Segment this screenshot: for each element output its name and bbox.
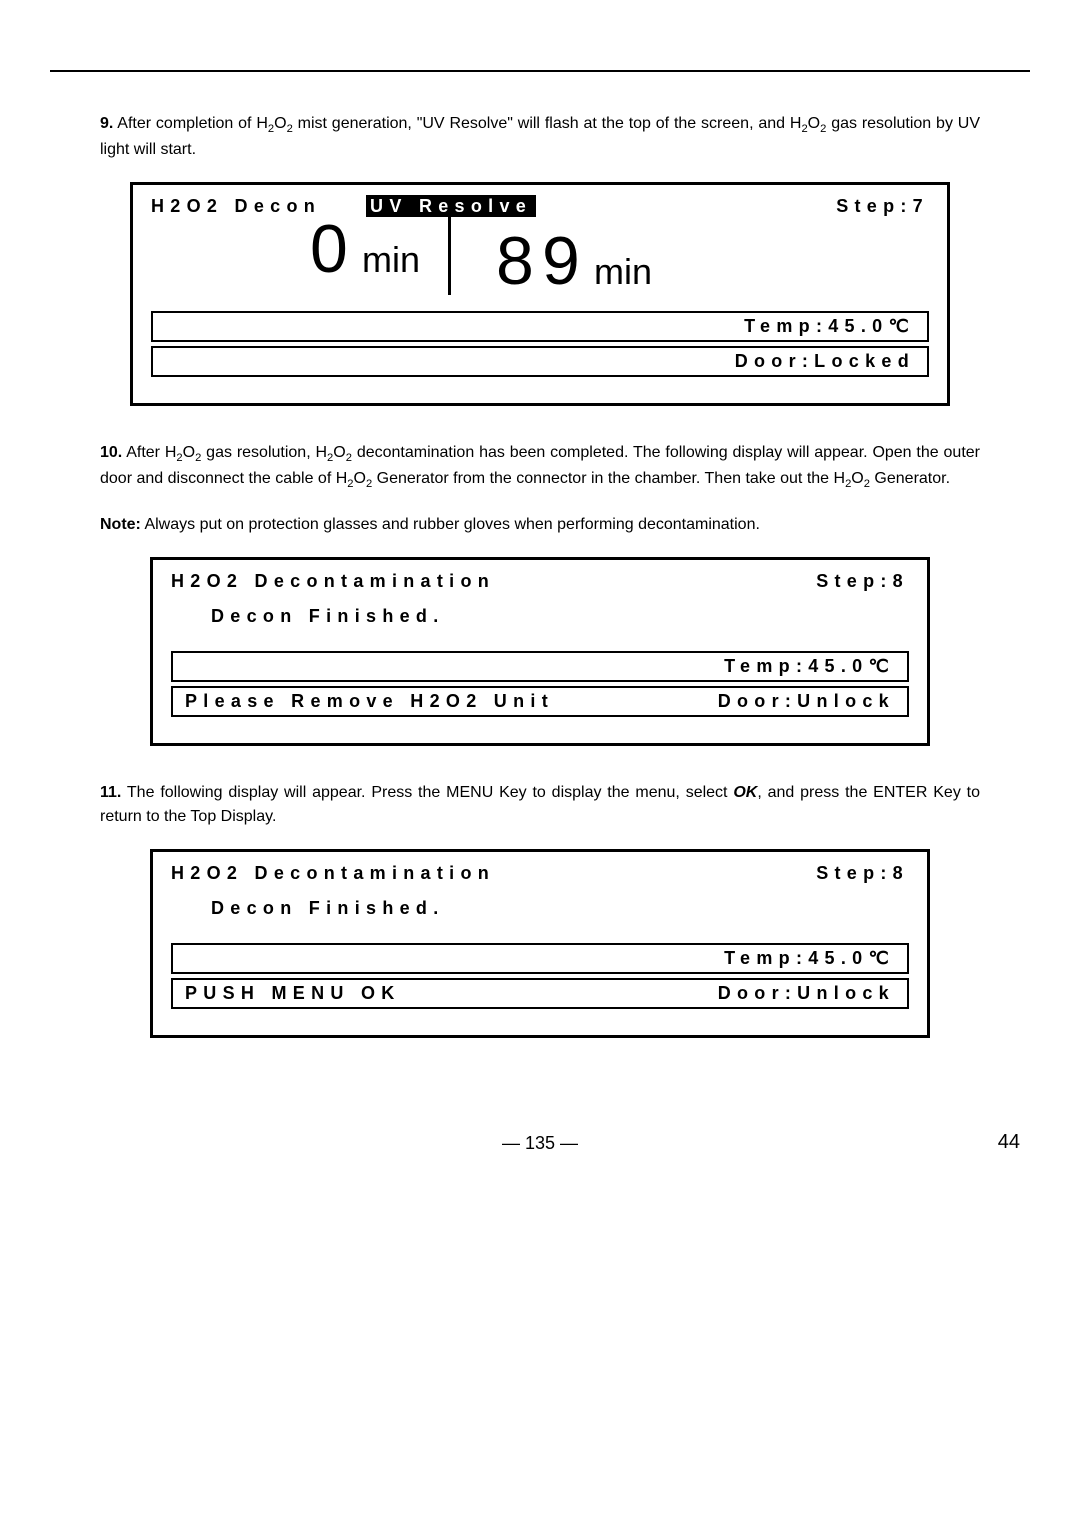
lcd1-left-unit: min <box>362 242 420 278</box>
lcd2-status2: Please Remove H2O2 Unit Door:Unlock <box>171 686 909 717</box>
lcd1-time-right: 89 min <box>451 227 652 295</box>
note-label: Note: <box>100 516 141 533</box>
step11-text-a: The following display will appear. Press… <box>121 784 733 801</box>
lcd1-status1: Temp:45.0℃ <box>151 311 929 342</box>
lcd2-header: H2O2 Decontamination Step:8 <box>153 568 927 596</box>
page-content: 9. After completion of H2O2 mist generat… <box>0 72 1080 1093</box>
step11-number: 11. <box>100 784 121 801</box>
page-footer: ― 135 ― 44 <box>0 1093 1080 1174</box>
lcd3-header-right: Step:8 <box>816 863 909 884</box>
step9-paragraph: 9. After completion of H2O2 mist generat… <box>100 112 980 162</box>
sub-2c: 2 <box>801 123 807 135</box>
lcd1-status2-right: Door:Locked <box>735 351 915 372</box>
lcd2-main-text: Decon Finished. <box>171 606 909 627</box>
step10-paragraph: 10. After H2O2 gas resolution, H2O2 deco… <box>100 441 980 493</box>
lcd2-status1-right: Temp:45.0℃ <box>724 656 895 677</box>
footer-center: ― 135 ― <box>502 1133 578 1153</box>
lcd1-status2: Door:Locked <box>151 346 929 377</box>
lcd1-left-digit: 0 <box>310 215 356 283</box>
lcd1-time-left: 0 min <box>151 215 451 295</box>
lcd1-header-right: Step:7 <box>836 196 929 217</box>
lcd1-time-row: 0 min 89 min <box>133 215 947 307</box>
step10-note: Note: Always put on protection glasses a… <box>100 513 980 537</box>
step9-number: 9. <box>100 115 113 132</box>
step10-number: 10. <box>100 444 122 461</box>
lcd3-status1-right: Temp:45.0℃ <box>724 948 895 969</box>
step11-ok: OK <box>733 784 757 801</box>
lcd3-status2-left: PUSH MENU OK <box>185 983 401 1004</box>
step11-paragraph: 11. The following display will appear. P… <box>100 781 980 829</box>
lcd2-main: Decon Finished. <box>153 596 927 647</box>
lcd-display-2: H2O2 Decontamination Step:8 Decon Finish… <box>150 557 930 746</box>
step10-text-b: gas resolution, H <box>201 444 327 461</box>
lcd1-right-digit: 89 <box>496 227 588 295</box>
footer-right: 44 <box>998 1131 1020 1154</box>
lcd2-status2-left: Please Remove H2O2 Unit <box>185 691 554 712</box>
lcd3-status2: PUSH MENU OK Door:Unlock <box>171 978 909 1009</box>
lcd3-main: Decon Finished. <box>153 888 927 939</box>
lcd-display-1: H2O2 Decon UV Resolve Step:7 0 min 89 mi… <box>130 182 950 406</box>
lcd1-status1-right: Temp:45.0℃ <box>744 316 915 337</box>
step10-text-d: Generator from the connector in the cham… <box>372 470 845 487</box>
lcd3-status2-right: Door:Unlock <box>718 983 895 1004</box>
lcd-display-3: H2O2 Decontamination Step:8 Decon Finish… <box>150 849 930 1038</box>
lcd2-header-left: H2O2 Decontamination <box>171 571 495 592</box>
lcd2-status1: Temp:45.0℃ <box>171 651 909 682</box>
lcd2-header-right: Step:8 <box>816 571 909 592</box>
lcd1-right-unit: min <box>594 254 652 290</box>
lcd3-status1: Temp:45.0℃ <box>171 943 909 974</box>
note-text: Always put on protection glasses and rub… <box>141 516 760 533</box>
step9-text-b: mist generation, "UV Resolve" will flash… <box>293 115 802 132</box>
lcd2-status2-right: Door:Unlock <box>718 691 895 712</box>
step10-text-a: After H <box>122 444 176 461</box>
step10-text-e: Generator. <box>870 470 950 487</box>
step9-text-a: After completion of H <box>113 115 268 132</box>
lcd3-header: H2O2 Decontamination Step:8 <box>153 860 927 888</box>
sub-2: 2 <box>268 123 274 135</box>
lcd3-header-left: H2O2 Decontamination <box>171 863 495 884</box>
lcd3-main-text: Decon Finished. <box>171 898 909 919</box>
